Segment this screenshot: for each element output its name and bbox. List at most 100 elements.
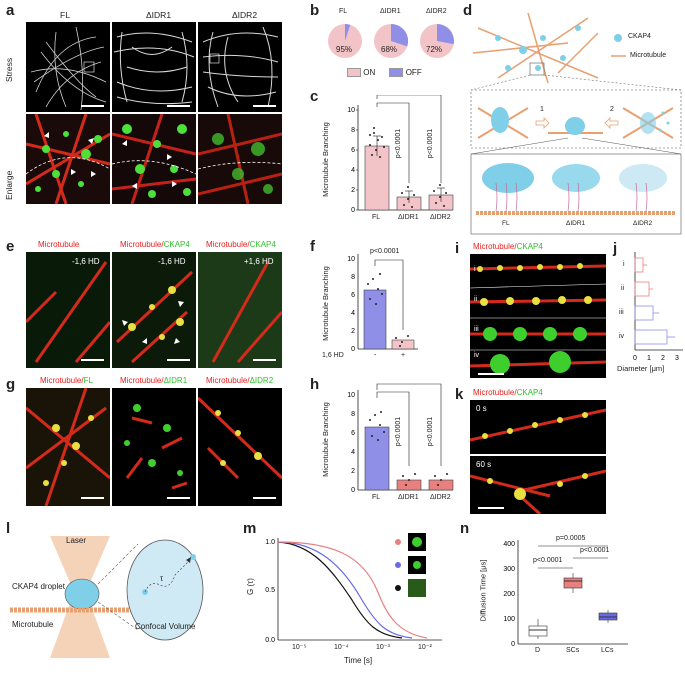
i-title-a: Microtubule/ — [473, 242, 517, 251]
g-title-2: Microtubule/ΔIDR1 — [120, 376, 187, 385]
b-pie-fl — [328, 23, 362, 58]
m-xtick-2: 10⁻² — [418, 644, 432, 651]
f-bar-plus — [391, 339, 415, 350]
panel-label-l: l — [6, 520, 11, 537]
d-step-2: 2 — [610, 106, 614, 113]
svg-text:0: 0 — [351, 487, 355, 494]
svg-text:10: 10 — [347, 256, 355, 263]
f-ylabel: Microtubule Branching — [320, 266, 330, 341]
h-pval-2: p<0.0001 — [427, 416, 435, 447]
f-xlab: 1,6 HD — [322, 352, 344, 359]
j-xlabel: Diameter [μm] — [617, 364, 665, 373]
m-curve-black — [277, 541, 403, 639]
a-col-idr1: ΔIDR1 — [146, 10, 172, 20]
n-box-d — [528, 619, 548, 639]
d-cat-idr1: ΔIDR1 — [566, 220, 586, 227]
a-col-fl: FL — [60, 10, 70, 20]
e-cond-1: -1,6 HD — [72, 257, 100, 266]
k-image-0s: 0 s — [470, 400, 606, 454]
j-bar-i — [634, 257, 644, 273]
svg-text:10: 10 — [347, 107, 355, 114]
b-label-fl: FL — [339, 8, 348, 15]
h-pval-1: p<0.0001 — [395, 416, 403, 447]
svg-text:4: 4 — [351, 167, 355, 174]
svg-text:2: 2 — [351, 468, 355, 475]
svg-text:3: 3 — [675, 355, 679, 362]
h-cat-idr2: ΔIDR2 — [430, 494, 451, 501]
j-row-iv: iv — [619, 333, 625, 340]
b-pie-idr1 — [374, 23, 409, 58]
i-row-ii: ii — [474, 296, 478, 303]
b-label-idr1: ΔIDR1 — [380, 8, 401, 15]
m-curve-pink — [277, 541, 428, 639]
d-step-1: 1 — [540, 106, 544, 113]
g-title-2a: Microtubule/ — [120, 376, 164, 385]
h-ylabel: Microtubule Branching — [320, 402, 330, 477]
panel-label-j: j — [613, 240, 618, 257]
svg-text:0.0: 0.0 — [265, 637, 275, 644]
g-title-3: Microtubule/ΔIDR2 — [206, 376, 273, 385]
k-time-0: 0 s — [476, 404, 487, 413]
k-title-a: Microtubule/ — [473, 388, 517, 397]
f-bar-minus — [363, 289, 387, 350]
i-image: i ii iii iv — [470, 254, 606, 378]
c-ylabel: Microtubule Branching — [320, 122, 330, 197]
e-title-3b: CKAP4 — [249, 240, 276, 249]
j-row-ii: ii — [621, 285, 625, 292]
g-image-fl — [26, 388, 110, 506]
svg-text:1: 1 — [647, 355, 651, 362]
c-bar-fl — [364, 145, 390, 211]
g-title-3a: Microtubule/ — [206, 376, 250, 385]
l-mt: Microtubule — [12, 620, 54, 629]
g-title-1: Microtubule/FL — [40, 376, 93, 385]
d-legend-ckap4: CKAP4 — [628, 33, 651, 40]
c-cat-fl: FL — [372, 214, 381, 221]
panel-label-d: d — [463, 2, 473, 19]
k-time-60: 60 s — [476, 460, 492, 469]
n-box-scs — [563, 573, 583, 593]
svg-text:4: 4 — [351, 310, 355, 317]
d-cat-idr2: ΔIDR2 — [633, 220, 653, 227]
svg-text:4: 4 — [351, 449, 355, 456]
g-title-1b: FL — [83, 376, 93, 385]
m-xtick-5: 10⁻⁵ — [292, 644, 307, 651]
a-row-enlarge: Enlarge — [4, 170, 14, 200]
svg-text:6: 6 — [351, 430, 355, 437]
n-cat-lcs: LCs — [601, 647, 614, 654]
panel-label-g: g — [6, 376, 16, 393]
svg-text:8: 8 — [351, 411, 355, 418]
a-enlarge-image-idr1 — [112, 114, 196, 204]
panel-label-f: f — [310, 238, 315, 255]
n-cat-d: D — [535, 647, 541, 654]
e-cond-3: +1,6 HD — [244, 257, 274, 266]
k-image-60s: 60 s — [470, 456, 606, 514]
j-row-iii: iii — [619, 309, 624, 316]
b-pie-idr2 — [420, 24, 454, 58]
d-legend-mt: Microtubule — [630, 52, 667, 59]
f-pval: p<0.0001 — [370, 248, 400, 255]
c-pval-1: p<0.0001 — [395, 128, 403, 159]
e-title-2b: CKAP4 — [163, 240, 190, 249]
g-title-3b: ΔIDR2 — [249, 376, 274, 385]
svg-text:2: 2 — [661, 355, 665, 362]
e-title-2a: Microtubule/ — [120, 240, 164, 249]
a-row-stress: Stress — [4, 57, 14, 82]
i-row-iv: iv — [474, 352, 480, 359]
l-droplet: CKAP4 droplet — [12, 582, 65, 591]
g-title-2b: ΔIDR1 — [163, 376, 188, 385]
n-cat-scs: SCs — [566, 647, 580, 654]
i-row-i: i — [474, 266, 476, 273]
svg-text:8: 8 — [351, 274, 355, 281]
svg-text:2: 2 — [351, 328, 355, 335]
svg-text:200: 200 — [503, 591, 515, 598]
h-cat-idr1: ΔIDR1 — [398, 494, 419, 501]
svg-text:0: 0 — [633, 355, 637, 362]
j-bar-iii — [634, 305, 654, 321]
l-schematic: Laser CKAP4 droplet Microtubule Confocal… — [10, 530, 240, 668]
i-row-iii: iii — [474, 326, 479, 333]
svg-text:1.0: 1.0 — [265, 539, 275, 546]
a-enlarge-image-idr2 — [198, 114, 282, 204]
h-chart: 0 2 4 6 8 10 Microtubule Branching FL ΔIDR1 Δ… — [318, 380, 458, 510]
svg-text:300: 300 — [503, 566, 515, 573]
b-pct-idr2: 72% — [426, 45, 443, 54]
